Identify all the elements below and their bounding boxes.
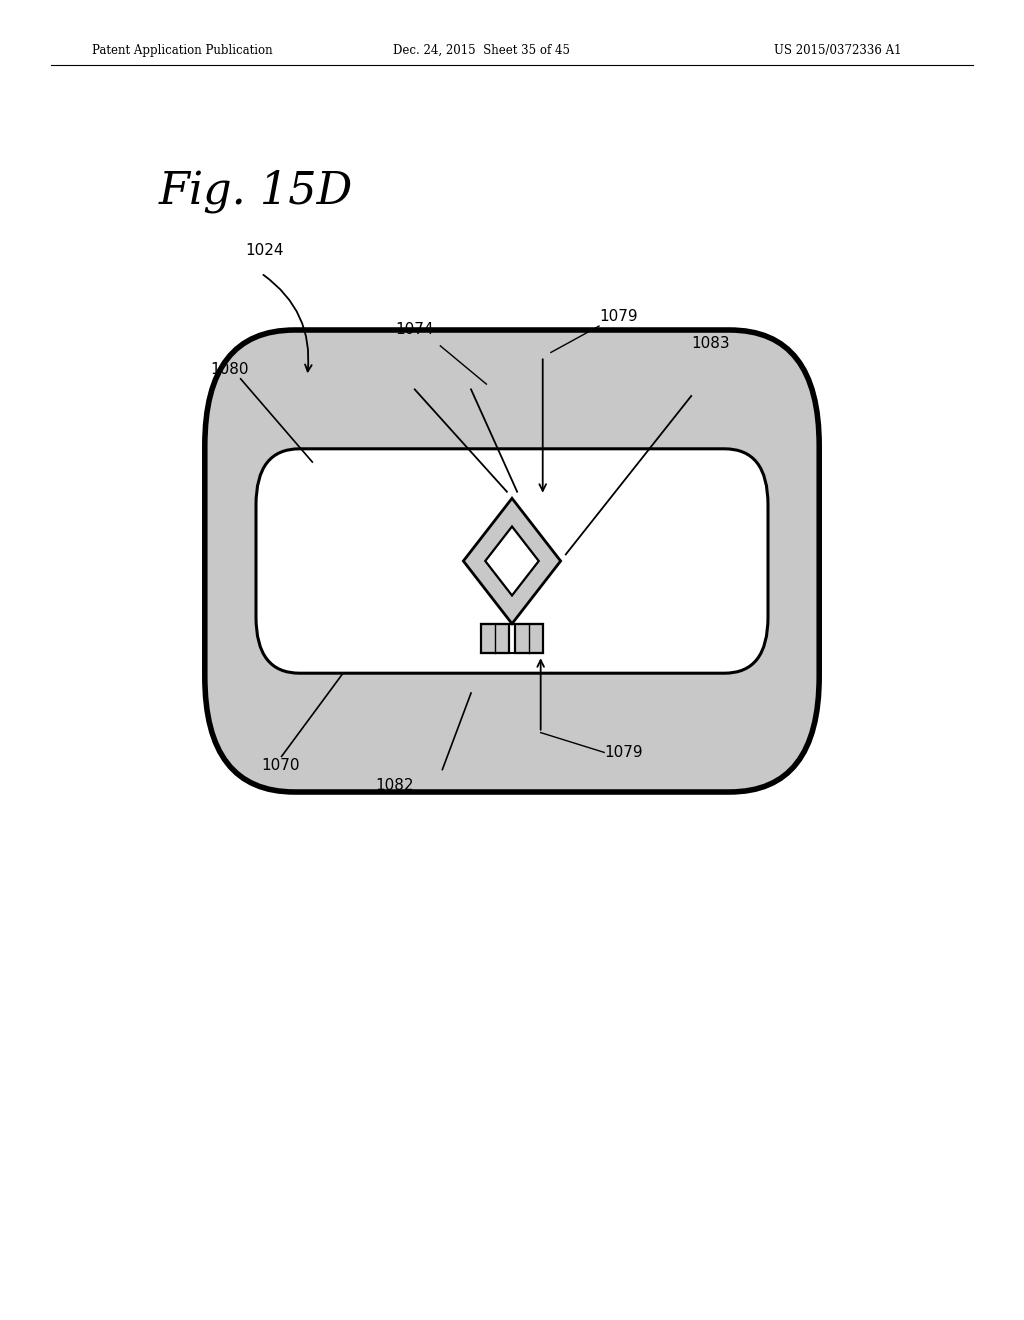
Polygon shape xyxy=(463,499,561,624)
Text: 1070: 1070 xyxy=(261,758,300,774)
Bar xyxy=(481,624,510,653)
Bar xyxy=(514,624,543,653)
Polygon shape xyxy=(485,527,539,595)
Text: 1079: 1079 xyxy=(599,309,638,325)
Text: Patent Application Publication: Patent Application Publication xyxy=(92,44,272,57)
Text: 1079: 1079 xyxy=(604,744,643,760)
Text: Fig. 15D: Fig. 15D xyxy=(159,170,353,213)
Text: US 2015/0372336 A1: US 2015/0372336 A1 xyxy=(773,44,901,57)
FancyBboxPatch shape xyxy=(205,330,819,792)
Text: 1074: 1074 xyxy=(395,322,434,338)
Text: 1082: 1082 xyxy=(375,777,414,793)
Text: 1083: 1083 xyxy=(691,335,730,351)
Text: 1080: 1080 xyxy=(210,362,249,378)
FancyBboxPatch shape xyxy=(256,449,768,673)
Text: Dec. 24, 2015  Sheet 35 of 45: Dec. 24, 2015 Sheet 35 of 45 xyxy=(393,44,569,57)
Text: 1024: 1024 xyxy=(246,243,285,259)
